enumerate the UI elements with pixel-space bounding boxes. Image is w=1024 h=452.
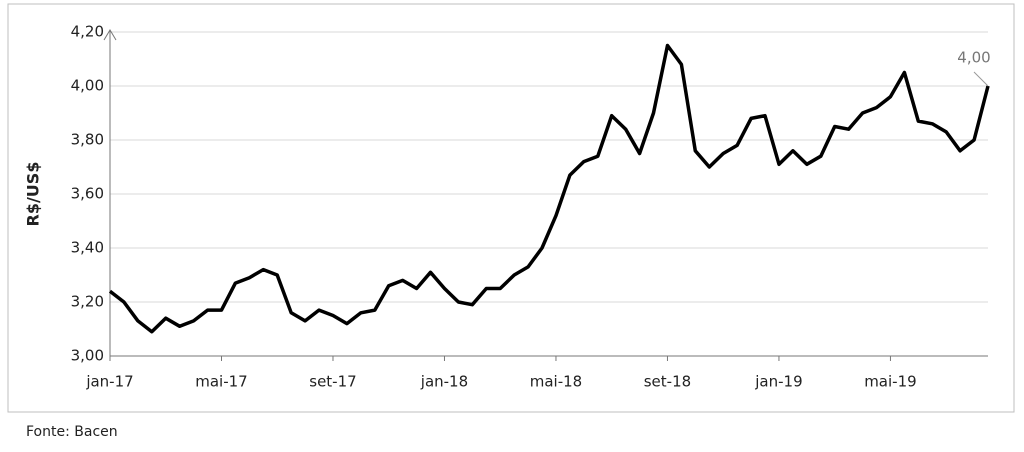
source: Fonte: Bacen (26, 424, 118, 440)
y-tick-label: 3,00 (71, 347, 104, 365)
y-tick-label: 3,20 (71, 293, 104, 311)
y-axis-label: R$/US$ (24, 162, 43, 227)
x-tick-label: jan-18 (420, 373, 468, 391)
x-tick-label: set-17 (309, 373, 356, 391)
x-tick-label: mai-19 (864, 373, 916, 391)
annotation: 4,00 (957, 49, 990, 67)
y-tick-label: 3,80 (71, 131, 104, 149)
x-tick-label: jan-17 (85, 373, 133, 391)
y-tick-label: 3,60 (71, 185, 104, 203)
line-series (108, 43, 990, 334)
x-tick-label: mai-18 (530, 373, 582, 391)
chart-frame (7, 3, 1015, 413)
x-tick-label: mai-17 (195, 373, 247, 391)
y-tick-label: 4,20 (71, 23, 104, 41)
y-tick-label: 3,40 (71, 239, 104, 257)
x-tick-label: jan-19 (754, 373, 802, 391)
x-tick-label: set-18 (644, 373, 691, 391)
y-axis-arrow (103, 29, 117, 41)
y-tick-label: 4,00 (71, 77, 104, 95)
annotation-leader (973, 71, 989, 87)
